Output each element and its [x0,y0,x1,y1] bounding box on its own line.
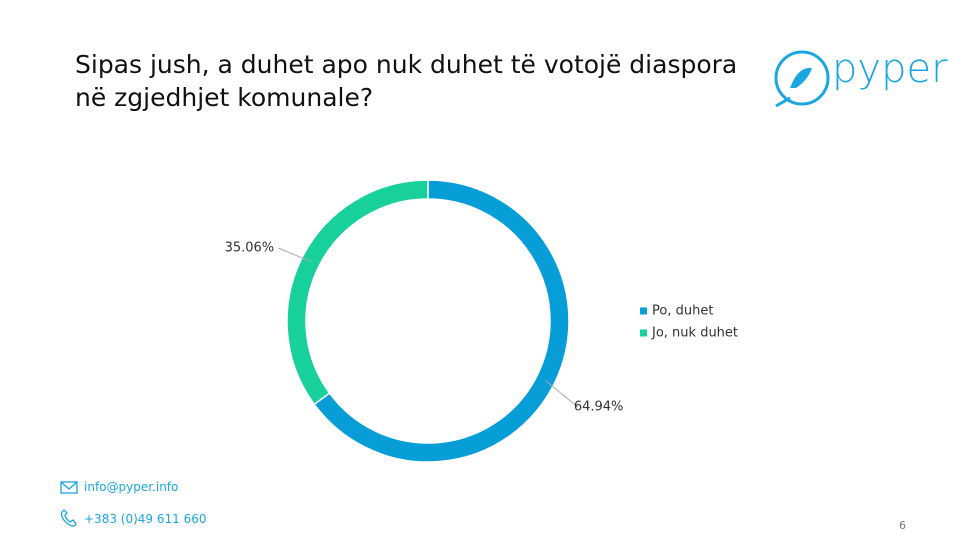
data-label: 64.94% [574,399,624,414]
legend-swatch [640,307,647,315]
phone-icon [60,509,77,527]
footer-email: info@pyper.info [84,480,179,494]
leader-line [277,247,311,262]
page-number: 6 [899,519,906,532]
legend-swatch [640,329,647,337]
data-label: 35.06% [225,241,275,256]
legend-label: Jo, nuk duhet [651,326,738,341]
footer-phone: +383 (0)49 611 660 [84,512,207,526]
logo-text: pyper [832,46,948,92]
logo-icon [774,50,830,108]
legend-label: Po, duhet [652,304,713,319]
email-icon [60,481,78,494]
donut-segment [286,179,429,406]
leader-line [544,380,579,408]
chart-title: Sipas jush, a duhet apo nuk duhet të vot… [75,50,738,112]
